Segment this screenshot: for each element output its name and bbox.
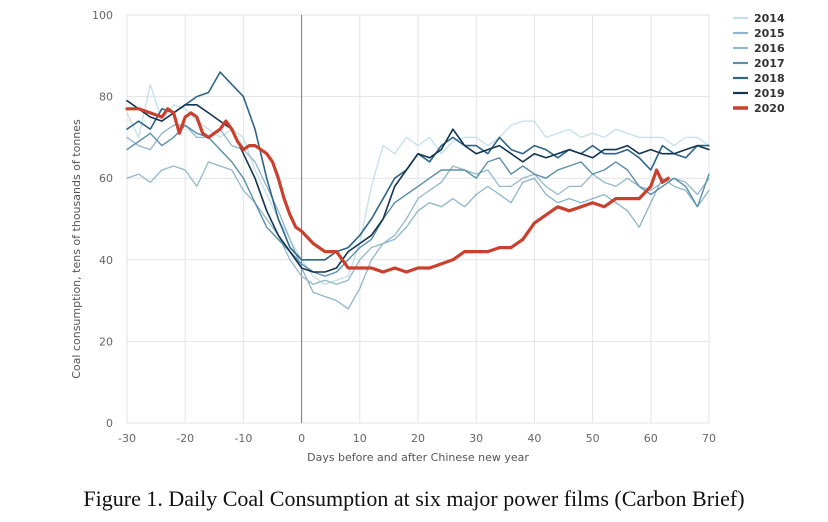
- x-axis-title: Days before and after Chinese new year: [307, 451, 529, 464]
- coal-consumption-chart: 0 20 40 60 80 100 -30 -20 -10 0 10 20 30 40 50 60 70 Da…: [70, 9, 785, 464]
- y-tick-label: 60: [99, 172, 113, 185]
- y-tick-label: 20: [99, 335, 113, 348]
- legend-label-2015: 2015: [754, 27, 785, 40]
- legend-label-2017: 2017: [754, 57, 785, 70]
- y-tick-label: 100: [92, 9, 113, 22]
- x-tick-label: 70: [702, 432, 716, 445]
- series-layer: [125, 71, 710, 310]
- y-axis-ticks: 0 20 40 60 80 100: [92, 9, 113, 430]
- x-tick-label: 50: [586, 432, 600, 445]
- x-tick-label: 60: [644, 432, 658, 445]
- x-tick-label: -20: [176, 432, 194, 445]
- x-tick-label: 20: [411, 432, 425, 445]
- x-tick-label: -10: [234, 432, 252, 445]
- y-axis-title: Coal consumption, tens of thousands of t…: [70, 119, 83, 379]
- x-tick-label: -30: [118, 432, 136, 445]
- legend-label-2016: 2016: [754, 42, 785, 55]
- y-tick-label: 80: [99, 91, 113, 104]
- legend-label-2020: 2020: [754, 102, 785, 115]
- series-line-2020: [125, 107, 670, 274]
- y-tick-label: 40: [99, 254, 113, 267]
- y-tick-label: 0: [106, 417, 113, 430]
- figure-caption: Figure 1. Daily Coal Consumption at six …: [83, 486, 745, 511]
- x-tick-label: 0: [298, 432, 305, 445]
- grid-layer: [126, 14, 710, 424]
- legend-label-2018: 2018: [754, 72, 785, 85]
- x-axis-ticks: -30 -20 -10 0 10 20 30 40 50 60 70: [118, 432, 716, 445]
- legend: 2014 2015 2016 2017 2018 2019 2020: [733, 12, 785, 115]
- x-tick-label: 10: [353, 432, 367, 445]
- x-tick-label: 40: [527, 432, 541, 445]
- legend-label-2019: 2019: [754, 87, 785, 100]
- series-line-2017: [126, 124, 710, 277]
- series-line-2016: [126, 161, 710, 285]
- x-tick-label: 30: [469, 432, 483, 445]
- legend-label-2014: 2014: [754, 12, 785, 25]
